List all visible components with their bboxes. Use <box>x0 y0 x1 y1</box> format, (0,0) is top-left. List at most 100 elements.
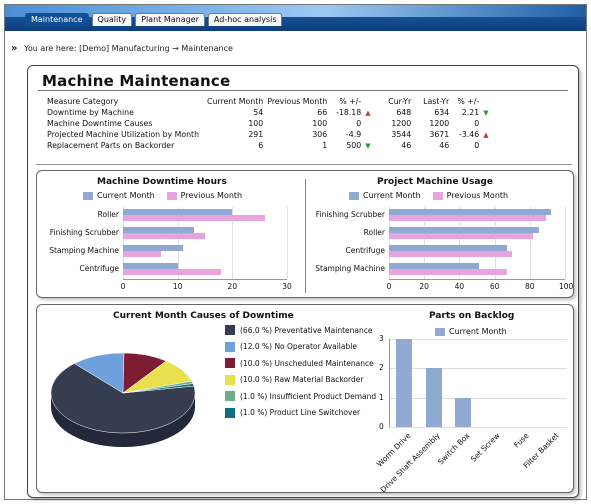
usage-bar-previous[interactable] <box>389 269 507 275</box>
section-divider <box>36 164 572 165</box>
usage-bar-previous[interactable] <box>389 215 546 221</box>
legend-swatch <box>225 407 235 418</box>
downtime-category-label: Finishing Scrubber <box>49 228 119 237</box>
measure-value: 1 <box>322 141 328 150</box>
downtime-bar-current[interactable] <box>123 227 195 233</box>
tab-ad-hoc-analysis[interactable]: Ad-hoc analysis <box>207 13 283 26</box>
measure-value: 3671 <box>429 130 450 139</box>
measure-value: 1200 <box>429 119 450 128</box>
table-row: Projected Machine Utilization by Month 29… <box>45 129 495 140</box>
title-divider <box>38 90 568 91</box>
legend-item: (66.0 %) Preventative Maintenance <box>225 325 372 335</box>
downtime-category-label: Stamping Machine <box>49 246 119 255</box>
measure-value: 634 <box>434 108 450 117</box>
measure-name[interactable]: Replacement Parts on Backorder <box>47 141 175 150</box>
measure-value: 0 <box>356 119 362 128</box>
measure-name[interactable]: Downtime by Machine <box>47 108 134 117</box>
measure-value: 54 <box>253 108 264 117</box>
legend-swatch <box>225 391 235 401</box>
table-row: Replacement Parts on Backorder 6 1 500 ▼ 46 46… <box>45 140 495 151</box>
tab-plant-manager[interactable]: Plant Manager <box>135 13 205 26</box>
backlog-bar[interactable] <box>425 368 442 427</box>
legend-current: Current Month <box>97 191 155 200</box>
usage-bar-current[interactable] <box>389 209 551 215</box>
empty-indicator <box>363 129 377 140</box>
measure-value: 500 <box>346 141 362 150</box>
usage-gridline <box>529 207 531 279</box>
legend-swatch-current <box>83 191 93 200</box>
downtime-gridline <box>287 207 288 279</box>
legend-swatch <box>225 325 235 335</box>
pie-slice[interactable] <box>50 363 196 434</box>
measure-value: 648 <box>396 108 412 117</box>
downtime-bar-previous[interactable] <box>123 233 205 239</box>
legend-label: (1.0 %) Product Line Switchover <box>240 408 361 417</box>
backlog-tick-label: 2 <box>379 363 384 373</box>
legend-item: (12.0 %) No Operator Available <box>225 341 357 352</box>
measure-value: -3.46 <box>459 130 480 139</box>
measure-name[interactable]: Machine Downtime Causes <box>47 119 153 128</box>
usage-gridline <box>494 207 496 279</box>
downtime-bar-previous[interactable] <box>123 251 162 257</box>
backlog-bar[interactable] <box>395 339 412 427</box>
usage-chart-title: Project Machine Usage <box>377 177 493 187</box>
legend-current: Current Month <box>449 327 507 336</box>
backlog-category-label: Drive Shaft Assembly <box>378 431 442 495</box>
backlog-legend: Current Month <box>435 327 507 336</box>
downtime-bar-current[interactable] <box>123 209 233 215</box>
table-header: % +/- <box>339 97 362 106</box>
usage-gridline <box>424 207 426 279</box>
breadcrumb-path[interactable]: [Demo] Manufacturing → Maintenance <box>79 44 233 53</box>
downtime-bar-previous[interactable] <box>123 215 266 221</box>
page-title: Machine Maintenance <box>42 72 231 90</box>
downtime-tick-label: 30 <box>282 282 292 291</box>
pie-slice[interactable] <box>122 383 195 394</box>
downtime-bar-current[interactable] <box>123 263 178 269</box>
legend-previous: Previous Month <box>446 191 509 200</box>
usage-bar-previous[interactable] <box>389 251 513 257</box>
usage-tick-label: 60 <box>489 282 500 291</box>
measure-name[interactable]: Projected Machine Utilization by Month <box>47 130 200 139</box>
downtime-bar-previous[interactable] <box>123 269 222 275</box>
measure-value: -4.9 <box>345 130 362 139</box>
usage-tick-label: 100 <box>559 282 574 291</box>
measure-value: 291 <box>248 130 264 139</box>
usage-bar-current[interactable] <box>389 263 479 269</box>
backlog-category-label: Fuse <box>512 431 531 450</box>
measure-value: 100 <box>312 119 328 128</box>
table-header: Current Month <box>207 97 264 106</box>
top-banner: Maintenance Quality Plant Manager Ad-hoc… <box>5 5 586 31</box>
tab-quality[interactable]: Quality <box>91 13 133 26</box>
charts-panel-bottom: Current Month Causes of Downtime (66.0 %… <box>36 304 574 495</box>
table-header-row: Measure Category Current Month Previous … <box>45 96 495 107</box>
table-header <box>481 96 495 107</box>
backlog-gridline <box>389 339 567 340</box>
usage-bar-current[interactable] <box>389 245 507 251</box>
backlog-category-label: Set Screw <box>468 431 502 464</box>
usage-bar-current[interactable] <box>389 227 539 233</box>
causes-pie-chart <box>50 352 196 447</box>
table-header: Cur-Yr <box>388 97 412 106</box>
usage-legend: Current Month Previous Month <box>349 191 508 200</box>
measures-table: Measure Category Current Month Previous … <box>45 96 495 151</box>
tab-maintenance[interactable]: Maintenance <box>25 13 89 26</box>
legend-item: (10.0 %) Unscheduled Maintenance <box>225 358 374 368</box>
backlog-chart-title: Parts on Backlog <box>429 311 515 321</box>
table-header: Previous Month <box>267 97 328 106</box>
usage-bar-previous[interactable] <box>389 233 534 239</box>
table-header: Measure Category <box>47 97 119 106</box>
legend-current: Current Month <box>363 191 421 200</box>
usage-category-label: Roller <box>363 228 385 237</box>
backlog-tick-label: 1 <box>379 392 384 402</box>
breadcrumb: » You are here: [Demo] Manufacturing → M… <box>11 43 233 54</box>
legend-item: (10.0 %) Raw Material Backorder <box>225 374 363 385</box>
tab-bar: Maintenance Quality Plant Manager Ad-hoc… <box>25 13 283 26</box>
usage-x-axis <box>389 279 565 280</box>
empty-indicator <box>363 118 377 129</box>
usage-category-label: Stamping Machine <box>315 264 385 273</box>
backlog-bar[interactable] <box>455 397 472 427</box>
legend-swatch-previous <box>432 191 443 200</box>
measure-value: 6 <box>258 141 264 150</box>
table-row: Machine Downtime Causes 100 100 0 1200 1200 0 <box>45 118 495 129</box>
downtime-bar-current[interactable] <box>123 245 184 251</box>
